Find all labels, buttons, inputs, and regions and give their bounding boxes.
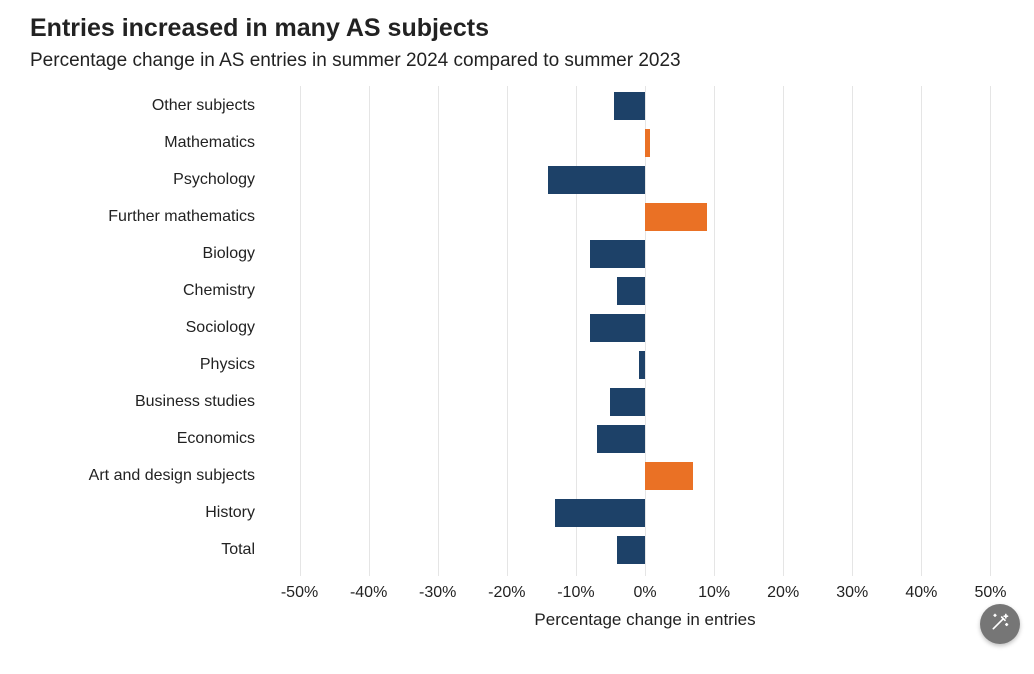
y-tick-label: Mathematics	[164, 134, 255, 152]
bar	[645, 129, 650, 157]
x-tick-label: -40%	[350, 584, 387, 602]
x-tick-label: -10%	[557, 584, 594, 602]
chart-plot-area: -50%-40%-30%-20%-10%0%10%20%30%40%50%Oth…	[265, 86, 1025, 576]
grid-line	[783, 86, 784, 576]
y-tick-label: Business studies	[135, 393, 255, 411]
x-tick-label: 40%	[905, 584, 937, 602]
y-tick-label: History	[205, 504, 255, 522]
bar	[555, 499, 645, 527]
grid-line	[921, 86, 922, 576]
y-tick-label: Physics	[200, 356, 255, 374]
y-tick-label: Total	[221, 541, 255, 559]
x-tick-label: 0%	[633, 584, 656, 602]
grid-line	[300, 86, 301, 576]
bar	[645, 203, 707, 231]
y-tick-label: Biology	[203, 245, 255, 263]
bar	[548, 166, 645, 194]
chart-title: Entries increased in many AS subjects	[30, 14, 489, 43]
y-tick-label: Sociology	[186, 319, 255, 337]
grid-line	[507, 86, 508, 576]
x-axis-title: Percentage change in entries	[534, 610, 755, 630]
bar	[610, 388, 645, 416]
x-tick-label: 10%	[698, 584, 730, 602]
y-tick-label: Economics	[177, 430, 255, 448]
grid-line	[714, 86, 715, 576]
x-tick-label: -20%	[488, 584, 525, 602]
y-tick-label: Further mathematics	[108, 208, 255, 226]
grid-line	[990, 86, 991, 576]
x-tick-label: 20%	[767, 584, 799, 602]
x-tick-label: 50%	[974, 584, 1006, 602]
zero-line	[645, 86, 646, 576]
bar	[617, 277, 645, 305]
y-tick-label: Psychology	[173, 171, 255, 189]
bar	[639, 351, 645, 379]
bar	[590, 314, 645, 342]
x-tick-label: -50%	[281, 584, 318, 602]
chart-subtitle: Percentage change in AS entries in summe…	[30, 50, 681, 72]
y-tick-label: Other subjects	[152, 97, 255, 115]
bar	[597, 425, 645, 453]
magic-wand-button[interactable]	[980, 604, 1020, 644]
y-tick-label: Art and design subjects	[89, 467, 255, 485]
bar	[645, 462, 693, 490]
grid-line	[369, 86, 370, 576]
y-tick-label: Chemistry	[183, 282, 255, 300]
bar	[614, 92, 645, 120]
x-tick-label: 30%	[836, 584, 868, 602]
magic-wand-icon	[990, 612, 1010, 637]
bar	[617, 536, 645, 564]
grid-line	[438, 86, 439, 576]
bar	[590, 240, 645, 268]
grid-line	[852, 86, 853, 576]
x-tick-label: -30%	[419, 584, 456, 602]
